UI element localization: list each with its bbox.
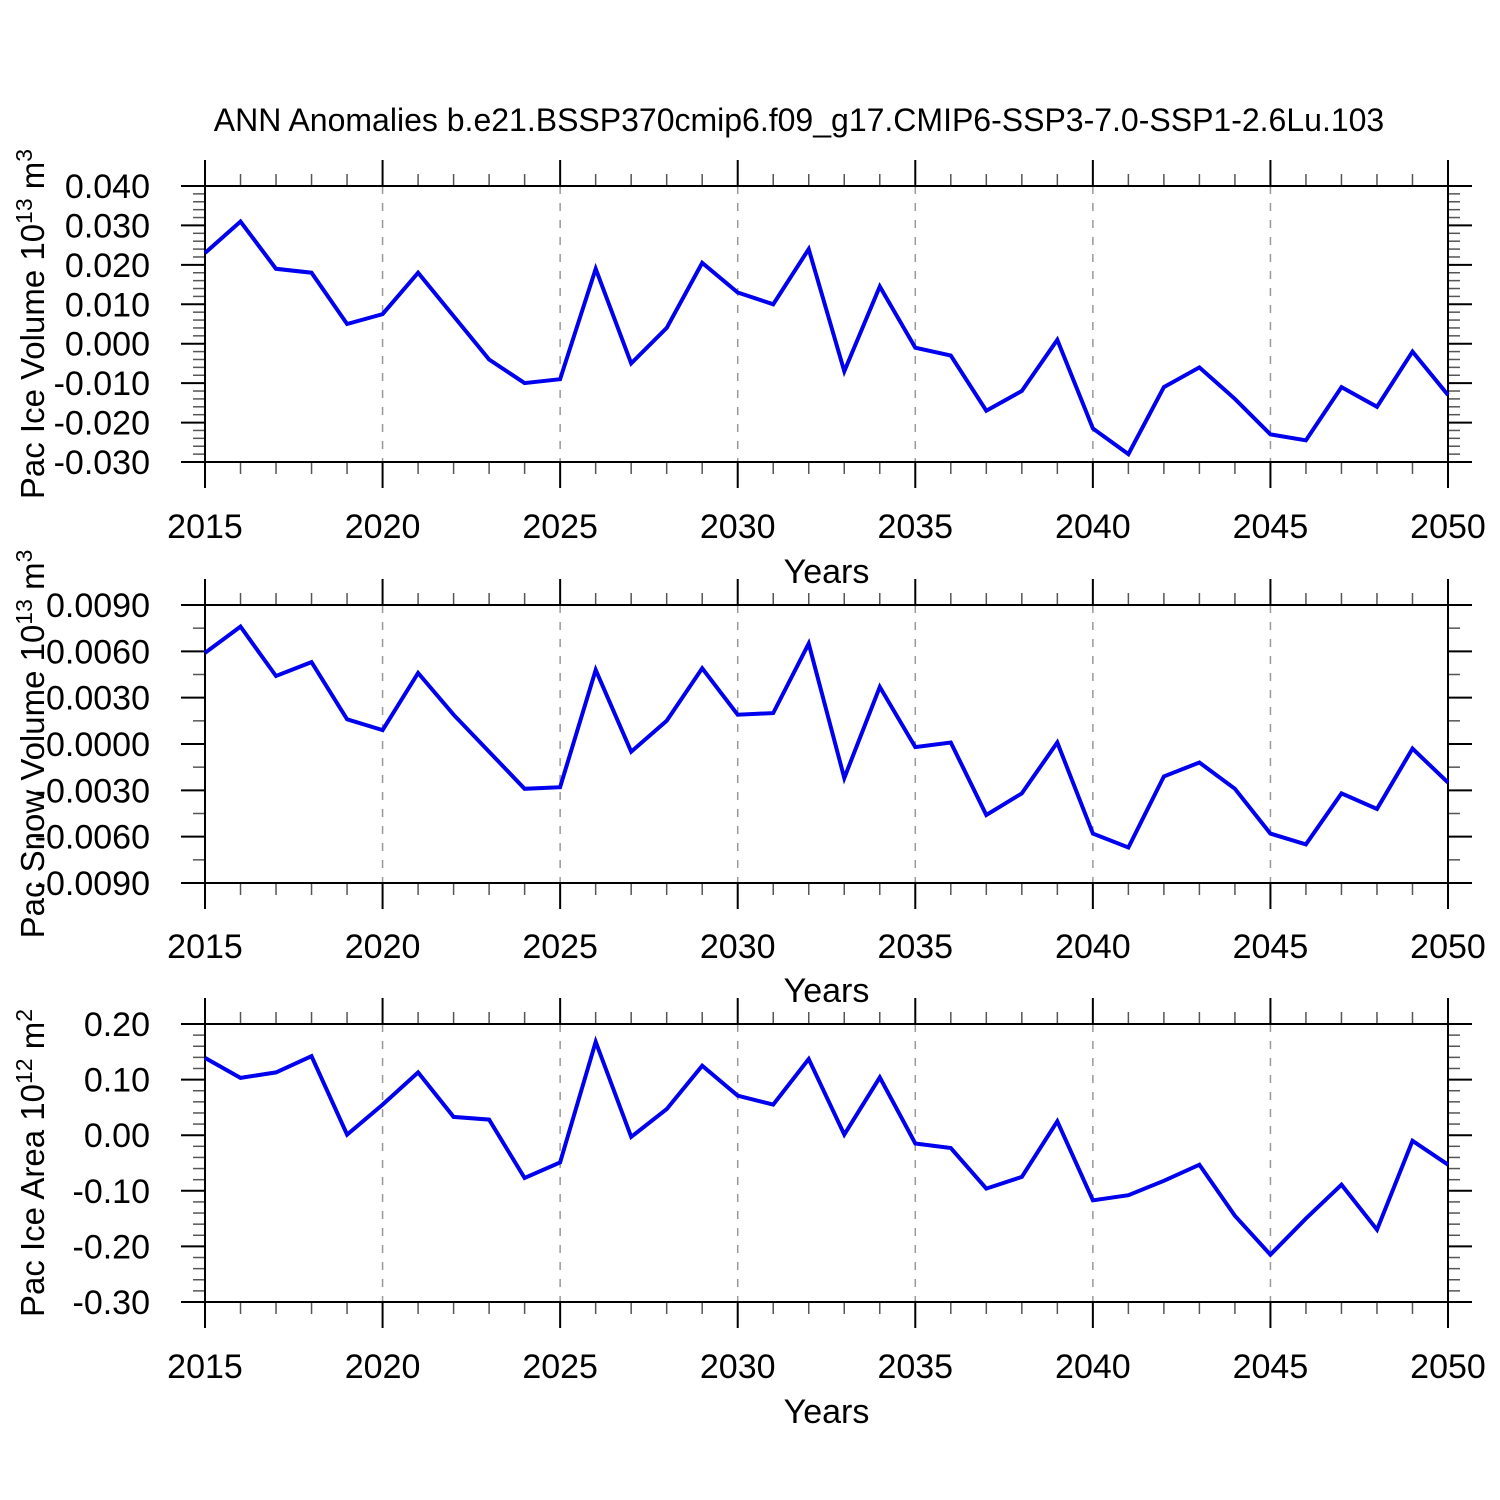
x-tick-label: 2040 [1055,1348,1131,1386]
plot-box [204,1023,1449,1303]
x-tick-label: 2020 [345,1348,421,1386]
chart-title: ANN Anomalies b.e21.BSSP370cmip6.f09_g17… [213,102,1385,138]
y-tick-label: 0.040 [65,168,150,206]
x-tick-label: 2015 [167,1348,243,1386]
x-tick-label: 2045 [1233,1348,1309,1386]
y-tick-label: 0.0000 [46,726,150,764]
y-tick-label: -0.0030 [35,772,150,810]
data-line [204,1035,1450,1258]
x-tick-label: 2035 [877,928,953,966]
x-tick-label: 2035 [877,1348,953,1386]
x-tick-label: 2030 [700,508,776,546]
x-tick-label: 2025 [522,928,598,966]
y-axis-title: Pac Ice Area 1012 m2 [11,1009,51,1317]
y-axis-title: Pac Snow Volume 1013 m3 [11,550,51,939]
x-tick-label: 2015 [167,928,243,966]
x-tick-label: 2025 [522,1348,598,1386]
plot-box [204,185,1449,463]
x-tick-label: 2020 [345,508,421,546]
x-tick-label: 2020 [345,928,421,966]
y-tick-label: -0.030 [54,444,150,482]
x-tick-label: 2050 [1410,1348,1486,1386]
y-tick-label: 0.00 [84,1117,150,1155]
y-tick-label: -0.010 [54,365,150,403]
y-tick-label: -0.20 [73,1228,151,1266]
x-tick-label: 2040 [1055,508,1131,546]
y-tick-label: 0.030 [65,207,150,245]
y-tick-label: -0.020 [54,405,150,443]
x-axis-title: Years [784,1393,870,1431]
y-tick-label: 0.0030 [46,680,150,718]
x-tick-label: 2050 [1410,508,1486,546]
y-tick-label: 0.000 [65,326,150,364]
y-tick-label: 0.20 [84,1006,150,1044]
data-line [203,218,1450,458]
y-tick-label: 0.020 [65,247,150,285]
x-axis-title: Years [784,553,870,591]
x-tick-label: 2050 [1410,928,1486,966]
x-tick-label: 2040 [1055,928,1131,966]
data-line [203,623,1450,851]
y-axis-title: Pac Ice Volume 1013 m3 [11,149,51,499]
y-tick-label: 0.010 [65,286,150,324]
x-tick-label: 2030 [700,928,776,966]
x-tick-label: 2045 [1233,928,1309,966]
y-tick-label: -0.30 [73,1284,151,1322]
y-tick-label: -0.0090 [35,865,150,903]
x-axis-title: Years [784,972,870,1010]
x-tick-label: 2030 [700,1348,776,1386]
y-tick-label: -0.0060 [35,819,150,857]
x-tick-label: 2025 [522,508,598,546]
x-tick-label: 2045 [1233,508,1309,546]
plot-box [204,604,1449,884]
x-tick-label: 2035 [877,508,953,546]
y-tick-label: 0.0060 [46,633,150,671]
y-tick-label: 0.10 [84,1062,150,1100]
x-tick-label: 2015 [167,508,243,546]
y-tick-label: 0.0090 [46,587,150,625]
y-tick-label: -0.10 [73,1173,151,1211]
